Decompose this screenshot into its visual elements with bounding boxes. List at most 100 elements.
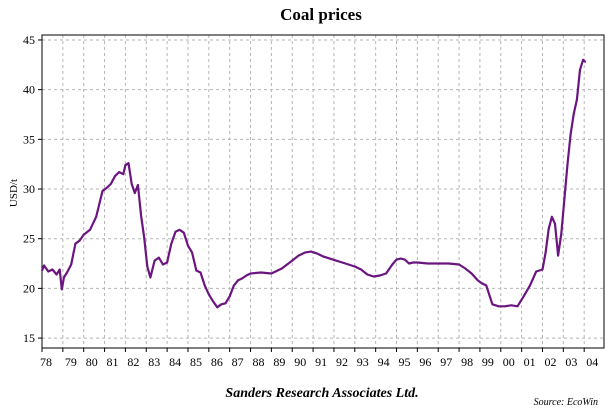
x-tick-label: 99 bbox=[482, 355, 494, 369]
data-point bbox=[395, 258, 398, 261]
data-point bbox=[584, 60, 587, 63]
data-point bbox=[78, 239, 81, 242]
data-point bbox=[109, 183, 112, 185]
data-point bbox=[535, 270, 538, 273]
data-point bbox=[60, 288, 63, 291]
data-point bbox=[291, 259, 294, 262]
chart-footer: Sanders Research Associates Ltd. bbox=[225, 386, 418, 401]
x-tick-label: 97 bbox=[440, 355, 452, 369]
x-tick-label: 00 bbox=[503, 355, 515, 369]
data-point bbox=[122, 173, 125, 176]
data-point bbox=[89, 228, 91, 231]
plot-frame bbox=[41, 34, 605, 349]
data-point bbox=[360, 268, 362, 271]
data-point bbox=[187, 244, 189, 247]
data-point bbox=[118, 171, 121, 174]
data-point bbox=[101, 190, 104, 192]
data-point bbox=[249, 272, 252, 275]
data-point bbox=[485, 284, 488, 287]
data-point bbox=[216, 306, 219, 309]
y-tick-label: 20 bbox=[23, 281, 35, 295]
x-tick-label: 98 bbox=[461, 355, 473, 369]
data-point bbox=[408, 262, 410, 265]
data-point bbox=[566, 163, 569, 166]
data-point bbox=[385, 272, 387, 275]
data-point bbox=[551, 215, 553, 218]
x-tick-label: 78 bbox=[40, 355, 52, 369]
data-point bbox=[481, 282, 483, 285]
data-point bbox=[437, 262, 440, 265]
data-point bbox=[241, 277, 244, 280]
data-point bbox=[412, 261, 415, 264]
data-point bbox=[82, 233, 85, 236]
y-tick-label: 40 bbox=[23, 83, 35, 97]
data-point bbox=[310, 250, 312, 253]
data-point bbox=[416, 261, 419, 264]
x-tick-label: 92 bbox=[336, 355, 348, 369]
data-point bbox=[146, 265, 149, 268]
data-point bbox=[563, 198, 566, 200]
data-point bbox=[328, 257, 331, 260]
x-tick-label: 04 bbox=[586, 355, 598, 369]
data-point bbox=[41, 269, 43, 272]
data-point bbox=[399, 257, 402, 260]
data-point bbox=[560, 232, 563, 235]
data-point bbox=[491, 303, 494, 306]
data-point bbox=[341, 261, 344, 264]
data-point bbox=[166, 261, 169, 264]
data-point bbox=[178, 228, 181, 231]
data-point bbox=[378, 274, 381, 277]
x-tick-label: 90 bbox=[294, 355, 306, 369]
data-point bbox=[195, 269, 198, 272]
x-tick-label: 91 bbox=[315, 355, 327, 369]
data-point bbox=[124, 164, 127, 167]
data-point bbox=[541, 268, 544, 271]
data-point bbox=[569, 133, 572, 136]
data-point bbox=[199, 271, 202, 274]
data-point bbox=[260, 271, 262, 274]
x-tick-label: 87 bbox=[232, 355, 244, 369]
data-point bbox=[366, 273, 369, 276]
x-tick-label: 96 bbox=[419, 355, 431, 369]
data-point bbox=[476, 279, 479, 282]
x-tick-label: 88 bbox=[253, 355, 265, 369]
data-point bbox=[237, 279, 239, 282]
data-point bbox=[458, 263, 460, 266]
data-point bbox=[220, 303, 223, 306]
y-tick-label: 25 bbox=[23, 232, 35, 246]
data-point bbox=[353, 265, 356, 268]
data-point bbox=[182, 231, 185, 234]
data-point bbox=[153, 259, 156, 262]
data-point bbox=[347, 263, 350, 266]
data-point bbox=[114, 175, 116, 178]
data-point bbox=[335, 259, 337, 262]
x-tick-label: 94 bbox=[378, 355, 390, 369]
x-tick-labels: 78 79 80 81 82 83 84 85 86 87 88 89 90 91 92 93 94 95 96 97… bbox=[40, 355, 598, 369]
data-point bbox=[576, 98, 578, 101]
data-point bbox=[270, 272, 273, 275]
x-tick-label: 79 bbox=[65, 355, 77, 369]
y-tick-labels: 15 20 25 30 35 40 45 bbox=[23, 33, 35, 345]
data-point bbox=[191, 251, 194, 254]
x-tick-label: 84 bbox=[169, 355, 181, 369]
data-point bbox=[557, 254, 559, 257]
data-point bbox=[143, 236, 146, 239]
data-point bbox=[233, 284, 235, 287]
x-tick-label: 95 bbox=[399, 355, 411, 369]
data-point bbox=[162, 263, 164, 266]
data-point bbox=[137, 184, 139, 186]
x-tick-label: 93 bbox=[357, 355, 369, 369]
x-tick-label: 85 bbox=[190, 355, 202, 369]
data-point bbox=[579, 68, 581, 71]
data-point bbox=[224, 302, 227, 305]
chart-source: Source: EcoWin bbox=[534, 397, 598, 408]
data-point bbox=[529, 284, 531, 287]
data-point bbox=[133, 192, 136, 194]
data-point bbox=[297, 254, 300, 257]
x-tick-label: 03 bbox=[565, 355, 577, 369]
x-tick-label: 02 bbox=[544, 355, 556, 369]
data-point bbox=[426, 262, 429, 265]
data-point bbox=[372, 275, 375, 278]
data-point bbox=[140, 214, 143, 217]
